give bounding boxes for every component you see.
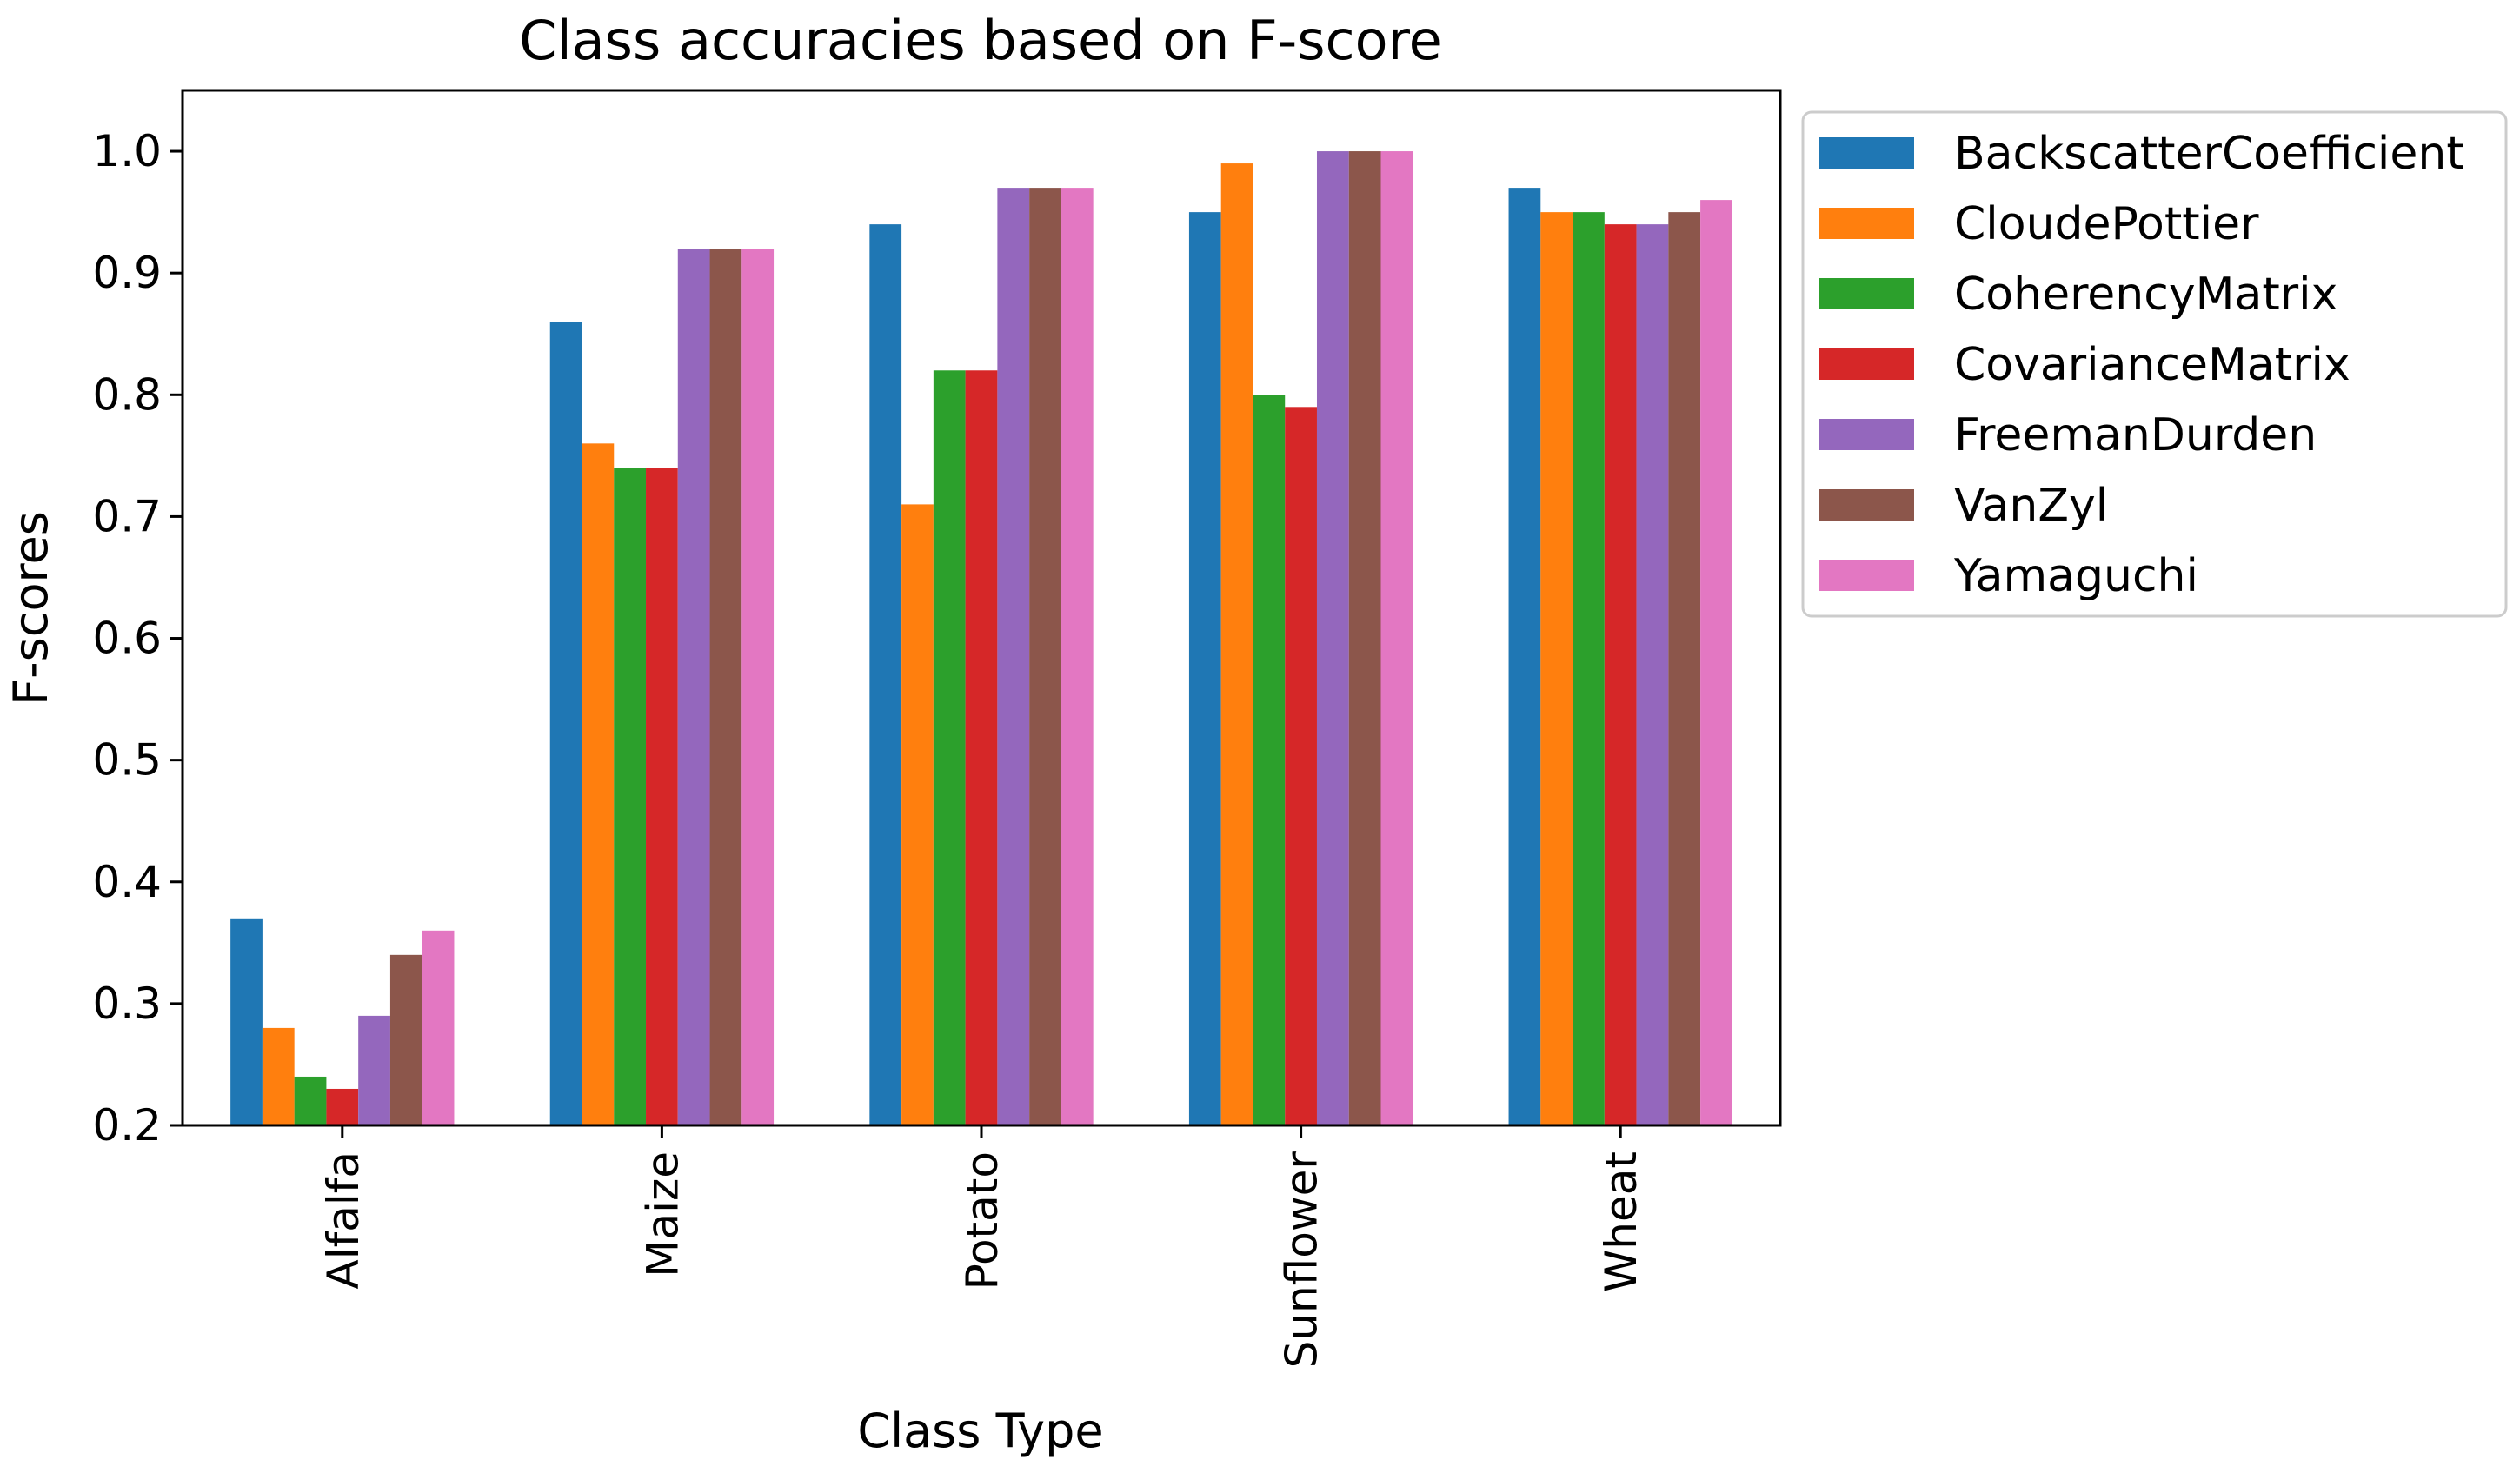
bar-sunflower-cloudepottier: [1220, 163, 1253, 1126]
legend-label-covariancematrix: CovarianceMatrix: [1954, 339, 2350, 391]
bar-wheat-covariancematrix: [1604, 224, 1637, 1126]
bar-alfalfa-freemandurden: [358, 1015, 390, 1125]
legend-label-backscattercoefficient: BackscatterCoefficient: [1954, 128, 2464, 180]
bar-wheat-cloudepottier: [1540, 212, 1573, 1125]
bar-wheat-coherencymatrix: [1573, 212, 1605, 1125]
y-tick-label: 0.2: [92, 1100, 162, 1151]
y-tick-label: 0.4: [92, 857, 162, 907]
x-tick-label-maize: Maize: [637, 1151, 688, 1277]
bar-wheat-vanzyl: [1668, 212, 1701, 1125]
bar-wheat-backscattercoefficient: [1508, 188, 1541, 1125]
x-axis: Alfalfa Maize Potato Sunflower Wheat: [318, 1125, 1646, 1368]
bar-maize-coherencymatrix: [614, 468, 647, 1125]
bar-alfalfa-cloudepottier: [262, 1027, 295, 1125]
legend-label-cloudepottier: CloudePottier: [1954, 198, 2259, 250]
bar-potato-cloudepottier: [901, 504, 934, 1125]
legend-swatch-yamaguchi: [1819, 560, 1914, 591]
y-tick-label: 0.7: [92, 491, 162, 541]
chart-title: Class accuracies based on F-score: [519, 9, 1442, 72]
legend-swatch-freemandurden: [1819, 419, 1914, 450]
bar-potato-backscattercoefficient: [869, 224, 902, 1126]
y-tick-label: 0.8: [92, 369, 162, 420]
x-axis-label: Class Type: [857, 1403, 1103, 1458]
legend: BackscatterCoefficient CloudePottier Coher…: [1801, 110, 2508, 618]
y-tick-label: 0.9: [92, 248, 162, 298]
legend-label-yamaguchi: Yamaguchi: [1953, 550, 2198, 602]
legend-swatch-vanzyl: [1819, 489, 1914, 521]
y-tick-label: 0.3: [92, 979, 162, 1029]
x-tick-label-wheat: Wheat: [1596, 1151, 1646, 1292]
bar-sunflower-freemandurden: [1316, 151, 1349, 1125]
bar-alfalfa-yamaguchi: [422, 930, 455, 1125]
bar-sunflower-covariancematrix: [1285, 407, 1317, 1125]
bar-maize-covariancematrix: [646, 468, 678, 1125]
bar-sunflower-coherencymatrix: [1253, 395, 1286, 1125]
x-tick-label-sunflower: Sunflower: [1277, 1151, 1327, 1369]
bar-maize-freemandurden: [677, 249, 710, 1125]
y-axis-label: F-scores: [3, 511, 58, 706]
bar-wheat-yamaguchi: [1700, 200, 1732, 1126]
y-axis: 0.2 0.3 0.4 0.5 0.6 0.7 0.8 0.9 1.0: [92, 126, 183, 1151]
legend-swatch-coherencymatrix: [1819, 278, 1914, 309]
bar-potato-vanzyl: [1029, 188, 1061, 1125]
bar-alfalfa-vanzyl: [389, 954, 422, 1125]
legend-label-coherencymatrix: CoherencyMatrix: [1954, 269, 2337, 321]
bar-maize-yamaguchi: [741, 249, 775, 1125]
legend-swatch-covariancematrix: [1819, 348, 1914, 380]
bar-maize-cloudepottier: [582, 443, 615, 1125]
bar-alfalfa-coherencymatrix: [294, 1076, 327, 1125]
bar-alfalfa-backscattercoefficient: [230, 918, 263, 1125]
bar-potato-freemandurden: [997, 188, 1030, 1125]
y-tick-label: 0.6: [92, 614, 162, 664]
bars-layer: [230, 151, 1732, 1126]
legend-swatch-backscattercoefficient: [1819, 137, 1914, 169]
y-tick-label: 0.5: [92, 735, 162, 786]
bar-wheat-freemandurden: [1636, 224, 1669, 1126]
x-tick-label-alfalfa: Alfalfa: [318, 1151, 369, 1289]
legend-swatch-cloudepottier: [1819, 208, 1914, 239]
legend-label-vanzyl: VanZyl: [1954, 480, 2108, 532]
bar-potato-yamaguchi: [1061, 188, 1094, 1125]
bar-maize-vanzyl: [709, 249, 742, 1125]
bar-potato-covariancematrix: [965, 370, 998, 1125]
bar-maize-backscattercoefficient: [549, 322, 582, 1126]
y-tick-label: 1.0: [92, 126, 162, 176]
bar-potato-coherencymatrix: [933, 370, 966, 1125]
bar-alfalfa-covariancematrix: [326, 1088, 359, 1125]
bar-sunflower-backscattercoefficient: [1188, 212, 1221, 1125]
x-tick-label-potato: Potato: [957, 1151, 1007, 1290]
legend-label-freemandurden: FreemanDurden: [1954, 409, 2317, 461]
legend-frame: [1801, 110, 2508, 618]
bar-sunflower-yamaguchi: [1380, 151, 1413, 1125]
bar-sunflower-vanzyl: [1348, 151, 1381, 1125]
